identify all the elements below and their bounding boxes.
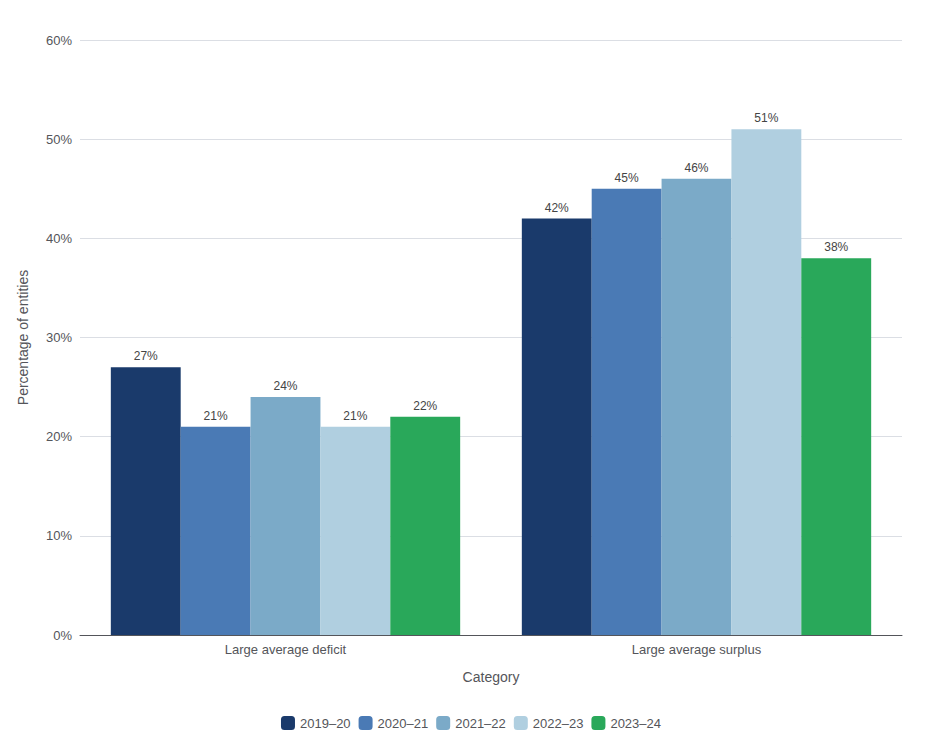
svg-text:Percentage of entities: Percentage of entities: [15, 270, 31, 405]
svg-text:Large average deficit: Large average deficit: [225, 642, 347, 657]
svg-text:2021–22: 2021–22: [455, 716, 506, 731]
svg-text:45%: 45%: [615, 171, 639, 185]
svg-text:22%: 22%: [413, 399, 437, 413]
svg-text:21%: 21%: [343, 409, 367, 423]
svg-text:10%: 10%: [46, 528, 72, 543]
svg-text:42%: 42%: [545, 201, 569, 215]
svg-text:2022–23: 2022–23: [533, 716, 584, 731]
svg-text:24%: 24%: [273, 379, 297, 393]
svg-text:46%: 46%: [684, 161, 708, 175]
svg-text:60%: 60%: [46, 33, 72, 48]
svg-text:0%: 0%: [53, 628, 72, 643]
svg-text:21%: 21%: [204, 409, 228, 423]
svg-text:51%: 51%: [754, 111, 778, 125]
svg-text:40%: 40%: [46, 231, 72, 246]
svg-text:50%: 50%: [46, 132, 72, 147]
svg-text:2019–20: 2019–20: [300, 716, 351, 731]
svg-text:27%: 27%: [134, 349, 158, 363]
svg-text:Category: Category: [463, 669, 520, 685]
svg-text:30%: 30%: [46, 330, 72, 345]
svg-text:20%: 20%: [46, 429, 72, 444]
svg-text:38%: 38%: [824, 240, 848, 254]
svg-text:Large average surplus: Large average surplus: [632, 642, 762, 657]
svg-text:2020–21: 2020–21: [378, 716, 429, 731]
svg-text:2023–24: 2023–24: [610, 716, 661, 731]
